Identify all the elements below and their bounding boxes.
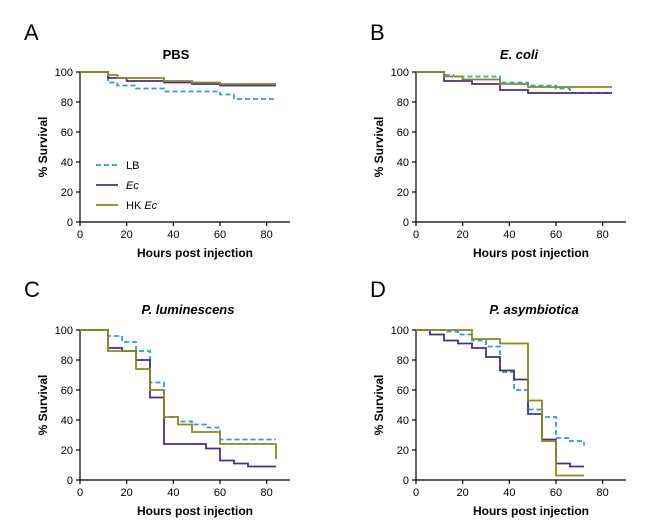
legend-label: HK Ec [126, 200, 158, 212]
x-tick-label: 20 [121, 229, 133, 241]
x-tick-label: 0 [77, 487, 83, 499]
y-tick-label: 20 [397, 187, 409, 199]
y-tick-label: 20 [397, 445, 409, 457]
x-tick-label: 60 [550, 229, 562, 241]
x-tick-label: 80 [261, 487, 273, 499]
y-axis-label: % Survival [36, 375, 50, 436]
legend-label: LB [126, 160, 139, 172]
y-tick-label: 100 [55, 67, 73, 79]
x-tick-label: 40 [167, 487, 179, 499]
y-tick-label: 100 [391, 325, 409, 337]
x-tick-label: 0 [413, 229, 419, 241]
series-line-hk-ec [80, 329, 277, 459]
y-axis-label: % Survival [36, 117, 50, 178]
series-line-lb [80, 71, 276, 100]
y-tick-label: 60 [397, 385, 409, 397]
series-line-ec [80, 329, 276, 468]
x-tick-label: 60 [214, 229, 226, 241]
y-axis-label: % Survival [372, 117, 386, 178]
y-tick-label: 80 [397, 355, 409, 367]
y-tick-label: 80 [61, 355, 73, 367]
x-tick-label: 20 [457, 229, 469, 241]
y-tick-label: 80 [61, 97, 73, 109]
y-tick-label: 100 [55, 325, 73, 337]
panel-b: B E. coli 0 20 40 60 80 0 20 40 60 80 100 Hours post … [370, 20, 626, 260]
x-tick-label: 80 [261, 229, 273, 241]
x-axis-label: Hours post injection [137, 246, 253, 260]
y-tick-label: 0 [67, 217, 73, 229]
y-tick-label: 20 [61, 445, 73, 457]
x-tick-label: 80 [597, 229, 609, 241]
x-axis-label: Hours post injection [473, 246, 589, 260]
panel-letter: D [370, 277, 386, 302]
y-tick-label: 60 [61, 127, 73, 139]
x-tick-label: 60 [214, 487, 226, 499]
y-tick-label: 0 [67, 475, 73, 487]
y-tick-label: 40 [397, 415, 409, 427]
y-tick-label: 80 [397, 97, 409, 109]
x-tick-label: 40 [503, 487, 515, 499]
y-tick-label: 100 [391, 67, 409, 79]
y-tick-label: 0 [403, 217, 409, 229]
panel-letter: C [24, 277, 40, 302]
x-axis-label: Hours post injection [137, 504, 253, 518]
series-line-lb [416, 329, 585, 446]
x-tick-label: 0 [413, 487, 419, 499]
y-tick-label: 20 [61, 187, 73, 199]
series-line-hk-ec [80, 71, 276, 85]
panel-title: P. luminescens [142, 302, 235, 317]
legend-label: Ec [126, 180, 139, 192]
panel-title: P. asymbiotica [489, 302, 578, 317]
series-line-hk-ec [416, 71, 612, 88]
series-line-lb [416, 71, 612, 94]
series-line-hk-ec [416, 329, 584, 477]
panel-title: E. coli [500, 47, 539, 62]
x-tick-label: 60 [550, 487, 562, 499]
x-tick-label: 80 [597, 487, 609, 499]
panel-d: D P. asymbiotica 0 20 40 60 80 0 20 40 60 80 100 Hour… [370, 277, 626, 518]
panel-c: C P. luminescens 0 20 40 60 80 0 20 40 60 80 100 Hour… [24, 277, 290, 518]
y-tick-label: 40 [61, 157, 73, 169]
y-tick-label: 0 [403, 475, 409, 487]
x-axis-label: Hours post injection [473, 504, 589, 518]
x-tick-label: 20 [121, 487, 133, 499]
panel-title: PBS [163, 47, 190, 62]
panel-letter: B [370, 20, 385, 45]
y-axis-label: % Survival [372, 375, 386, 436]
y-tick-label: 60 [61, 385, 73, 397]
legend: LB Ec HK Ec [96, 160, 158, 212]
y-tick-label: 40 [397, 157, 409, 169]
y-tick-label: 60 [397, 127, 409, 139]
y-tick-label: 40 [61, 415, 73, 427]
x-tick-label: 20 [457, 487, 469, 499]
panel-a: A PBS 0 20 40 60 80 0 20 40 60 80 100 Hours post inje… [24, 20, 290, 260]
x-tick-label: 40 [503, 229, 515, 241]
x-tick-label: 0 [77, 229, 83, 241]
panel-letter: A [24, 20, 39, 45]
x-tick-label: 40 [167, 229, 179, 241]
